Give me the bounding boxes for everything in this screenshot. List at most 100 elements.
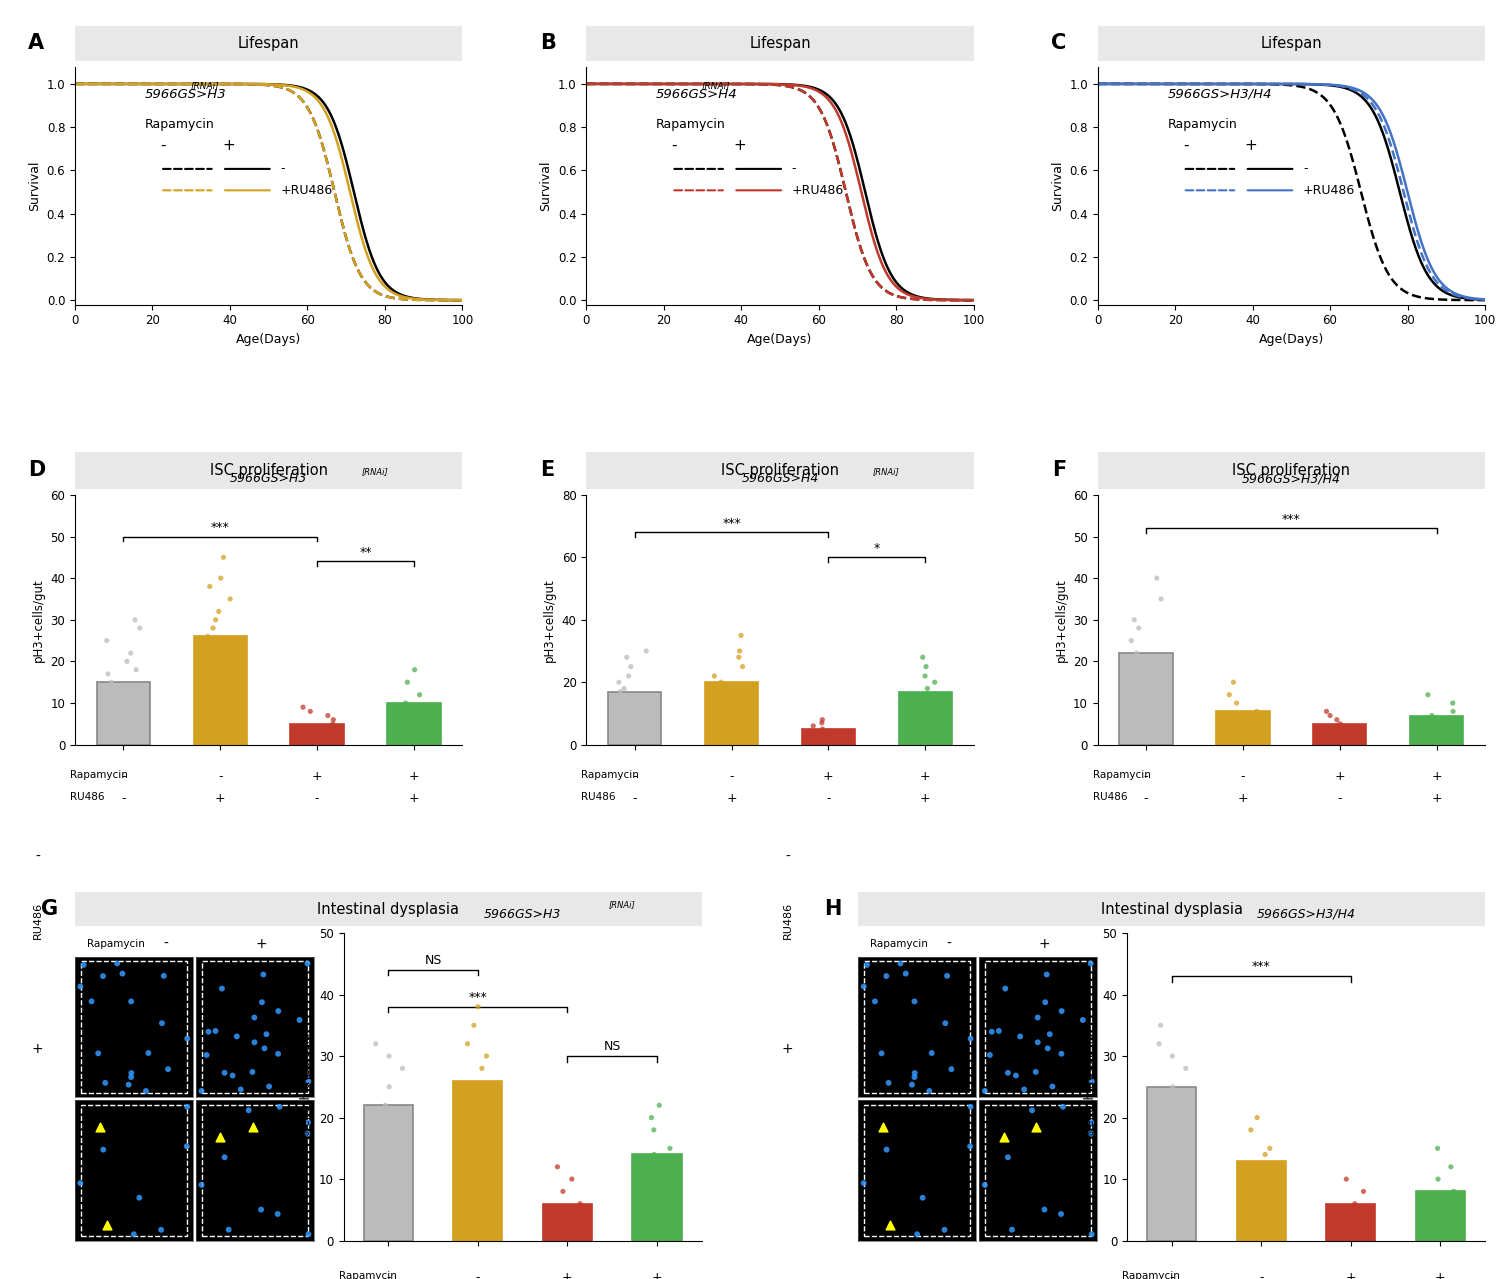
Point xyxy=(209,568,232,588)
Point xyxy=(626,691,650,711)
Point xyxy=(546,1156,570,1177)
Text: -: - xyxy=(1144,770,1149,783)
Text: -: - xyxy=(280,162,285,175)
Point xyxy=(225,1026,249,1046)
Text: 5966GS>H3: 5966GS>H3 xyxy=(144,87,226,101)
Point xyxy=(914,656,938,677)
Bar xyxy=(1410,715,1462,744)
Point xyxy=(927,719,951,739)
Point xyxy=(1080,1071,1104,1091)
Point xyxy=(294,721,318,742)
Point xyxy=(910,647,934,668)
Point xyxy=(633,710,657,730)
Point xyxy=(393,693,417,714)
Point xyxy=(376,1077,400,1097)
Text: -: - xyxy=(122,770,126,783)
Point xyxy=(1322,721,1346,742)
Point xyxy=(874,1140,898,1160)
Point xyxy=(1161,1046,1185,1067)
Point xyxy=(1167,1108,1191,1128)
Point xyxy=(134,1081,158,1101)
Text: -: - xyxy=(827,792,831,806)
Text: Rapamycin: Rapamycin xyxy=(339,1271,398,1279)
Point xyxy=(210,978,234,999)
Point xyxy=(92,1140,116,1160)
Point xyxy=(904,1224,928,1244)
Point xyxy=(1250,1182,1274,1202)
Point xyxy=(384,1108,408,1128)
Point xyxy=(471,1138,495,1159)
Point xyxy=(192,684,216,705)
Point xyxy=(1335,1169,1359,1189)
Point xyxy=(1126,618,1150,638)
Point xyxy=(204,1021,228,1041)
Text: +: + xyxy=(214,792,225,806)
Point xyxy=(196,693,220,714)
Point xyxy=(1420,705,1444,725)
Point xyxy=(209,1127,232,1147)
Point xyxy=(243,1008,267,1028)
Point xyxy=(240,1062,264,1082)
Point xyxy=(96,664,120,684)
Point xyxy=(1148,1033,1172,1054)
Point xyxy=(120,693,144,714)
Text: 5966GS>H3: 5966GS>H3 xyxy=(230,472,308,485)
Point xyxy=(321,710,345,730)
Point xyxy=(656,1156,680,1177)
Point xyxy=(408,684,432,705)
Point xyxy=(150,1013,174,1033)
Text: +: + xyxy=(1431,770,1442,783)
Point xyxy=(213,1063,237,1083)
Point xyxy=(1233,710,1257,730)
Point xyxy=(933,1220,957,1241)
Point xyxy=(1425,721,1449,742)
Point xyxy=(1425,718,1449,738)
Text: RU486: RU486 xyxy=(1094,792,1128,802)
Point xyxy=(1224,693,1248,714)
Point xyxy=(550,1182,574,1202)
Bar xyxy=(633,1155,681,1241)
Text: +: + xyxy=(562,1271,573,1279)
Point xyxy=(615,647,639,668)
Point xyxy=(1341,1200,1365,1220)
Point xyxy=(176,1028,200,1049)
Text: [RNAi]: [RNAi] xyxy=(702,81,730,90)
Text: H: H xyxy=(825,899,842,920)
Point xyxy=(1048,1204,1072,1224)
Point xyxy=(830,725,854,746)
Point xyxy=(94,631,118,651)
Point xyxy=(1004,1065,1028,1086)
Point xyxy=(1149,1016,1173,1036)
Text: RU486: RU486 xyxy=(783,902,792,940)
Point xyxy=(900,703,924,724)
Text: A: A xyxy=(28,33,45,54)
Text: 5966GS>H3/H4: 5966GS>H3/H4 xyxy=(1167,87,1272,101)
Text: -: - xyxy=(1240,770,1245,783)
Point xyxy=(195,1045,219,1065)
Text: ***: *** xyxy=(1252,961,1270,973)
Point xyxy=(1026,1032,1050,1053)
Text: +: + xyxy=(651,1271,662,1279)
Text: +RU486: +RU486 xyxy=(280,184,333,197)
Point xyxy=(876,1073,900,1094)
Point xyxy=(462,1108,486,1128)
Point xyxy=(1148,684,1172,705)
Text: 5966GS>H3/H4: 5966GS>H3/H4 xyxy=(1242,472,1341,485)
Point xyxy=(642,1145,666,1165)
Point xyxy=(728,641,752,661)
Point xyxy=(388,721,412,742)
Point xyxy=(980,1022,1004,1042)
Point xyxy=(608,671,631,692)
Point xyxy=(1239,1119,1263,1140)
Bar xyxy=(291,724,344,744)
Point xyxy=(974,1081,998,1101)
Point xyxy=(363,1156,387,1177)
Point xyxy=(207,601,231,622)
Point xyxy=(213,1147,237,1168)
Point xyxy=(922,688,946,709)
Point xyxy=(1311,718,1335,738)
Point xyxy=(821,721,844,742)
Point xyxy=(1221,671,1245,692)
Point xyxy=(1080,1113,1104,1133)
Text: F: F xyxy=(1052,460,1066,481)
